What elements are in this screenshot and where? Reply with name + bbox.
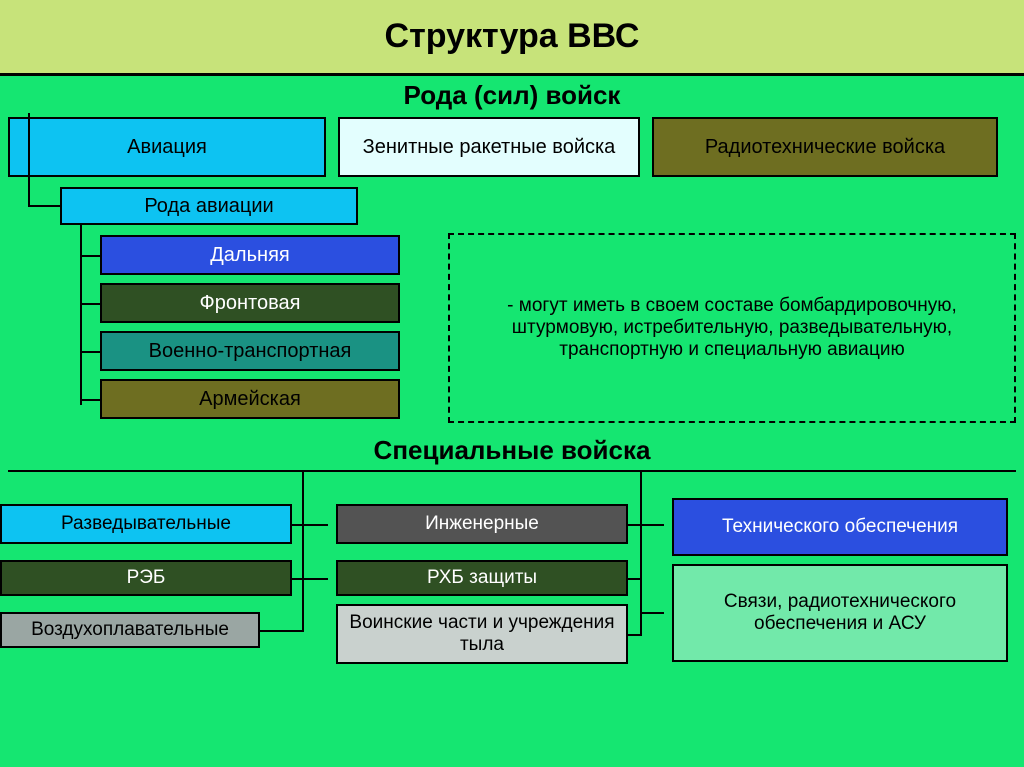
- special-box-label-5: Воинские части и учреждения тыла: [344, 612, 620, 656]
- connector: [302, 524, 328, 526]
- special-box-label-1: РЭБ: [127, 567, 166, 589]
- title-bar: Структура ВВС: [0, 0, 1024, 76]
- special-box-label-0: Разведывательные: [61, 513, 231, 535]
- aviation-note-text: - могут иметь в своем составе бомбардиро…: [460, 295, 1004, 361]
- branch-item-label-1: Фронтовая: [200, 292, 301, 315]
- branch-items: Дальняя Фронтовая Военно-транспортная Армей…: [100, 235, 430, 419]
- connector: [80, 303, 100, 305]
- aviation-section: Рода авиации Дальняя Фронтовая Военно-тран…: [0, 187, 1024, 427]
- connector: [80, 351, 100, 353]
- connector: [640, 524, 664, 526]
- branches-column: Рода авиации Дальняя Фронтовая Военно-тран…: [60, 187, 430, 427]
- special-box-label-6: Технического обеспечения: [722, 516, 958, 538]
- special-box-0: Разведывательные: [0, 504, 292, 544]
- aviation-header-label: Рода авиации: [144, 195, 273, 218]
- top-box-2: Радиотехнические войска: [652, 117, 998, 177]
- top-box-1: Зенитные ракетные войска: [338, 117, 640, 177]
- top-box-label-0: Авиация: [127, 136, 207, 159]
- connector: [80, 225, 82, 405]
- aviation-header: Рода авиации: [60, 187, 358, 225]
- top-box-label-1: Зенитные ракетные войска: [363, 136, 616, 159]
- special-box-label-4: РХБ защиты: [427, 567, 537, 589]
- special-box-5: Воинские части и учреждения тыла: [336, 604, 628, 664]
- branch-item-0: Дальняя: [100, 235, 400, 275]
- aviation-note: - могут иметь в своем составе бомбардиро…: [448, 233, 1016, 423]
- special-box-label-2: Воздухоплавательные: [31, 619, 229, 641]
- special-box-1: РЭБ: [0, 560, 292, 596]
- connector: [640, 612, 664, 614]
- special-box-6: Технического обеспечения: [672, 498, 1008, 556]
- main-title: Структура ВВС: [385, 17, 640, 56]
- special-grid: Разведывательные РЭБ Воздухоплавательные Ин…: [0, 472, 1024, 682]
- branch-item-label-3: Армейская: [199, 388, 301, 411]
- connector: [302, 472, 304, 630]
- connector: [28, 113, 30, 205]
- special-box-7: Связи, радиотехнического обеспечения и А…: [672, 564, 1008, 662]
- special-box-4: РХБ защиты: [336, 560, 628, 596]
- special-box-2: Воздухоплавательные: [0, 612, 260, 648]
- top-box-label-2: Радиотехнические войска: [705, 136, 945, 159]
- connector: [80, 399, 100, 401]
- special-box-label-3: Инженерные: [425, 513, 539, 535]
- branch-item-1: Фронтовая: [100, 283, 400, 323]
- top-row: Авиация Зенитные ракетные войска Радиотехн…: [0, 117, 1024, 177]
- connector: [302, 578, 328, 580]
- branch-item-3: Армейская: [100, 379, 400, 419]
- section2-header: Специальные войска: [0, 435, 1024, 466]
- special-box-3: Инженерные: [336, 504, 628, 544]
- special-box-label-7: Связи, радиотехнического обеспечения и А…: [680, 591, 1000, 635]
- section1-header: Рода (сил) войск: [0, 80, 1024, 111]
- branch-item-label-0: Дальняя: [210, 244, 289, 267]
- connector: [80, 255, 100, 257]
- branch-item-2: Военно-транспортная: [100, 331, 400, 371]
- connector: [640, 472, 642, 634]
- branch-item-label-2: Военно-транспортная: [149, 340, 352, 363]
- connector: [28, 205, 60, 207]
- top-box-0: Авиация: [8, 117, 326, 177]
